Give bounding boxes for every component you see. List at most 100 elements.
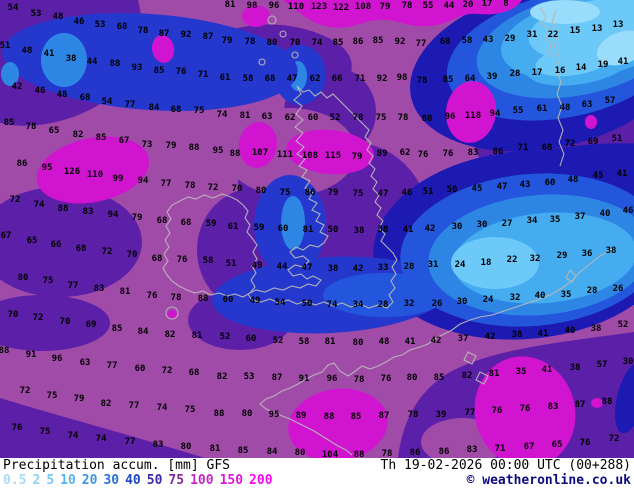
grid-value: 79 — [166, 141, 177, 151]
grid-value: 74 — [327, 300, 338, 310]
grid-value: 76 — [12, 423, 23, 433]
grid-value: 16 — [555, 66, 566, 76]
regions-magenta — [36, 0, 603, 458]
grid-value: 96 — [52, 354, 63, 364]
grid-value: 81 — [210, 444, 221, 454]
grid-value: 108 — [355, 2, 371, 12]
grid-value: 85 — [112, 324, 123, 334]
grid-value: 86 — [493, 147, 504, 157]
grid-value: 79 — [132, 213, 143, 223]
grid-value: 48 — [22, 46, 33, 56]
grid-value: 83 — [548, 402, 559, 412]
grid-value: 39 — [487, 72, 498, 82]
grid-value: 68 — [80, 93, 91, 103]
grid-value: 72 — [162, 366, 173, 376]
grid-value: 48 — [53, 12, 64, 22]
grid-value: 98 — [247, 1, 258, 11]
coast-orkney — [279, 30, 287, 38]
grid-value: 77 — [125, 437, 136, 447]
grid-value: 87 — [575, 400, 586, 410]
grid-value: 52 — [618, 320, 629, 330]
grid-value: 42 — [485, 332, 496, 342]
grid-value: 79 — [380, 2, 391, 12]
grid-value: 80 — [181, 442, 192, 452]
grid-value: 72 — [565, 139, 576, 149]
grid-value: 39 — [436, 410, 447, 420]
grid-value: 68 — [265, 74, 276, 84]
grid-value: 78 — [353, 113, 364, 123]
status-bar: Precipitation accum. [mm] GFS Th 19-02-2… — [0, 458, 634, 490]
grid-value: 95 — [269, 410, 280, 420]
grid-value: 76 — [177, 255, 188, 265]
grid-value: 30 — [457, 297, 468, 307]
grid-value: 45 — [472, 184, 483, 194]
grid-value: 35 — [550, 215, 561, 225]
grid-value: 30 — [452, 222, 463, 232]
grid-value: 68 — [440, 37, 451, 47]
coast-denmark — [551, 9, 565, 167]
legend-value: 50 — [146, 473, 163, 488]
grid-value: 48 — [568, 175, 579, 185]
grid-value: 78 — [185, 181, 196, 191]
grid-value: 70 — [290, 38, 301, 48]
coast-dutch-delta — [463, 269, 577, 385]
grid-value: 50 — [328, 225, 339, 235]
grid-value: 44 — [277, 262, 288, 272]
grid-value: 57 — [605, 96, 616, 106]
grid-value: 110 — [87, 170, 103, 180]
grid-value: 50 — [447, 185, 458, 195]
grid-value: 89 — [377, 149, 388, 159]
grid-value: 62 — [310, 74, 321, 84]
grid-value: 46 — [35, 86, 46, 96]
grid-value: 75 — [194, 106, 205, 116]
grid-value: 87 — [159, 29, 170, 39]
grid-value: 55 — [423, 1, 434, 11]
grid-value: 28 — [404, 262, 415, 272]
grid-value: 72 — [102, 247, 113, 257]
grid-value: 76 — [381, 374, 392, 384]
copyright-link[interactable]: © weatheronline.co.uk — [466, 473, 631, 488]
grid-value: 76 — [443, 149, 454, 159]
grid-value: 74 — [96, 434, 107, 444]
grid-value: 107 — [252, 148, 268, 158]
coast-hebrides — [258, 58, 266, 66]
valid-time: Th 19-02-2026 00:00 UTC (00+288) — [380, 458, 631, 473]
grid-value: 63 — [262, 112, 273, 122]
grid-value: 80 — [256, 186, 267, 196]
grid-value: 77 — [125, 100, 136, 110]
grid-value: 79 — [328, 188, 339, 198]
precip-legend: 0.5 2 5 10 20 30 40 50 75 100 150 200 — [3, 473, 279, 488]
grid-value: 49 — [250, 296, 261, 306]
grid-value: 70 — [232, 184, 243, 194]
grid-value: 64 — [465, 74, 476, 84]
grid-value: 88 — [189, 143, 200, 153]
grid-value: 88 — [324, 412, 335, 422]
grid-value: 83 — [94, 284, 105, 294]
grid-value: 32 — [404, 299, 415, 309]
grid-value: 67 — [524, 442, 535, 452]
grid-value: 84 — [138, 327, 149, 337]
grid-value: 79 — [74, 394, 85, 404]
grid-value: 54 — [275, 298, 286, 308]
grid-value: 81 — [120, 287, 131, 297]
grid-value: 63 — [582, 100, 593, 110]
coast-fair-isle — [291, 51, 299, 59]
grid-value: 59 — [206, 219, 217, 229]
grid-value: 60 — [223, 295, 234, 305]
grid-value: 92 — [377, 74, 388, 84]
grid-value: 52 — [330, 113, 341, 123]
grid-value: 46 — [74, 17, 85, 27]
grid-value: 70 — [60, 317, 71, 327]
grid-value: 36 — [582, 249, 593, 259]
grid-value: 73 — [142, 140, 153, 150]
grid-value: 91 — [299, 374, 310, 384]
grid-value: 24 — [455, 260, 466, 270]
grid-value: 42 — [353, 264, 364, 274]
grid-value: 42 — [12, 82, 23, 92]
grid-value: 48 — [57, 90, 68, 100]
grid-value: 30 — [623, 357, 634, 367]
grid-value: 46 — [402, 188, 413, 198]
grid-value: 81 — [225, 0, 236, 10]
